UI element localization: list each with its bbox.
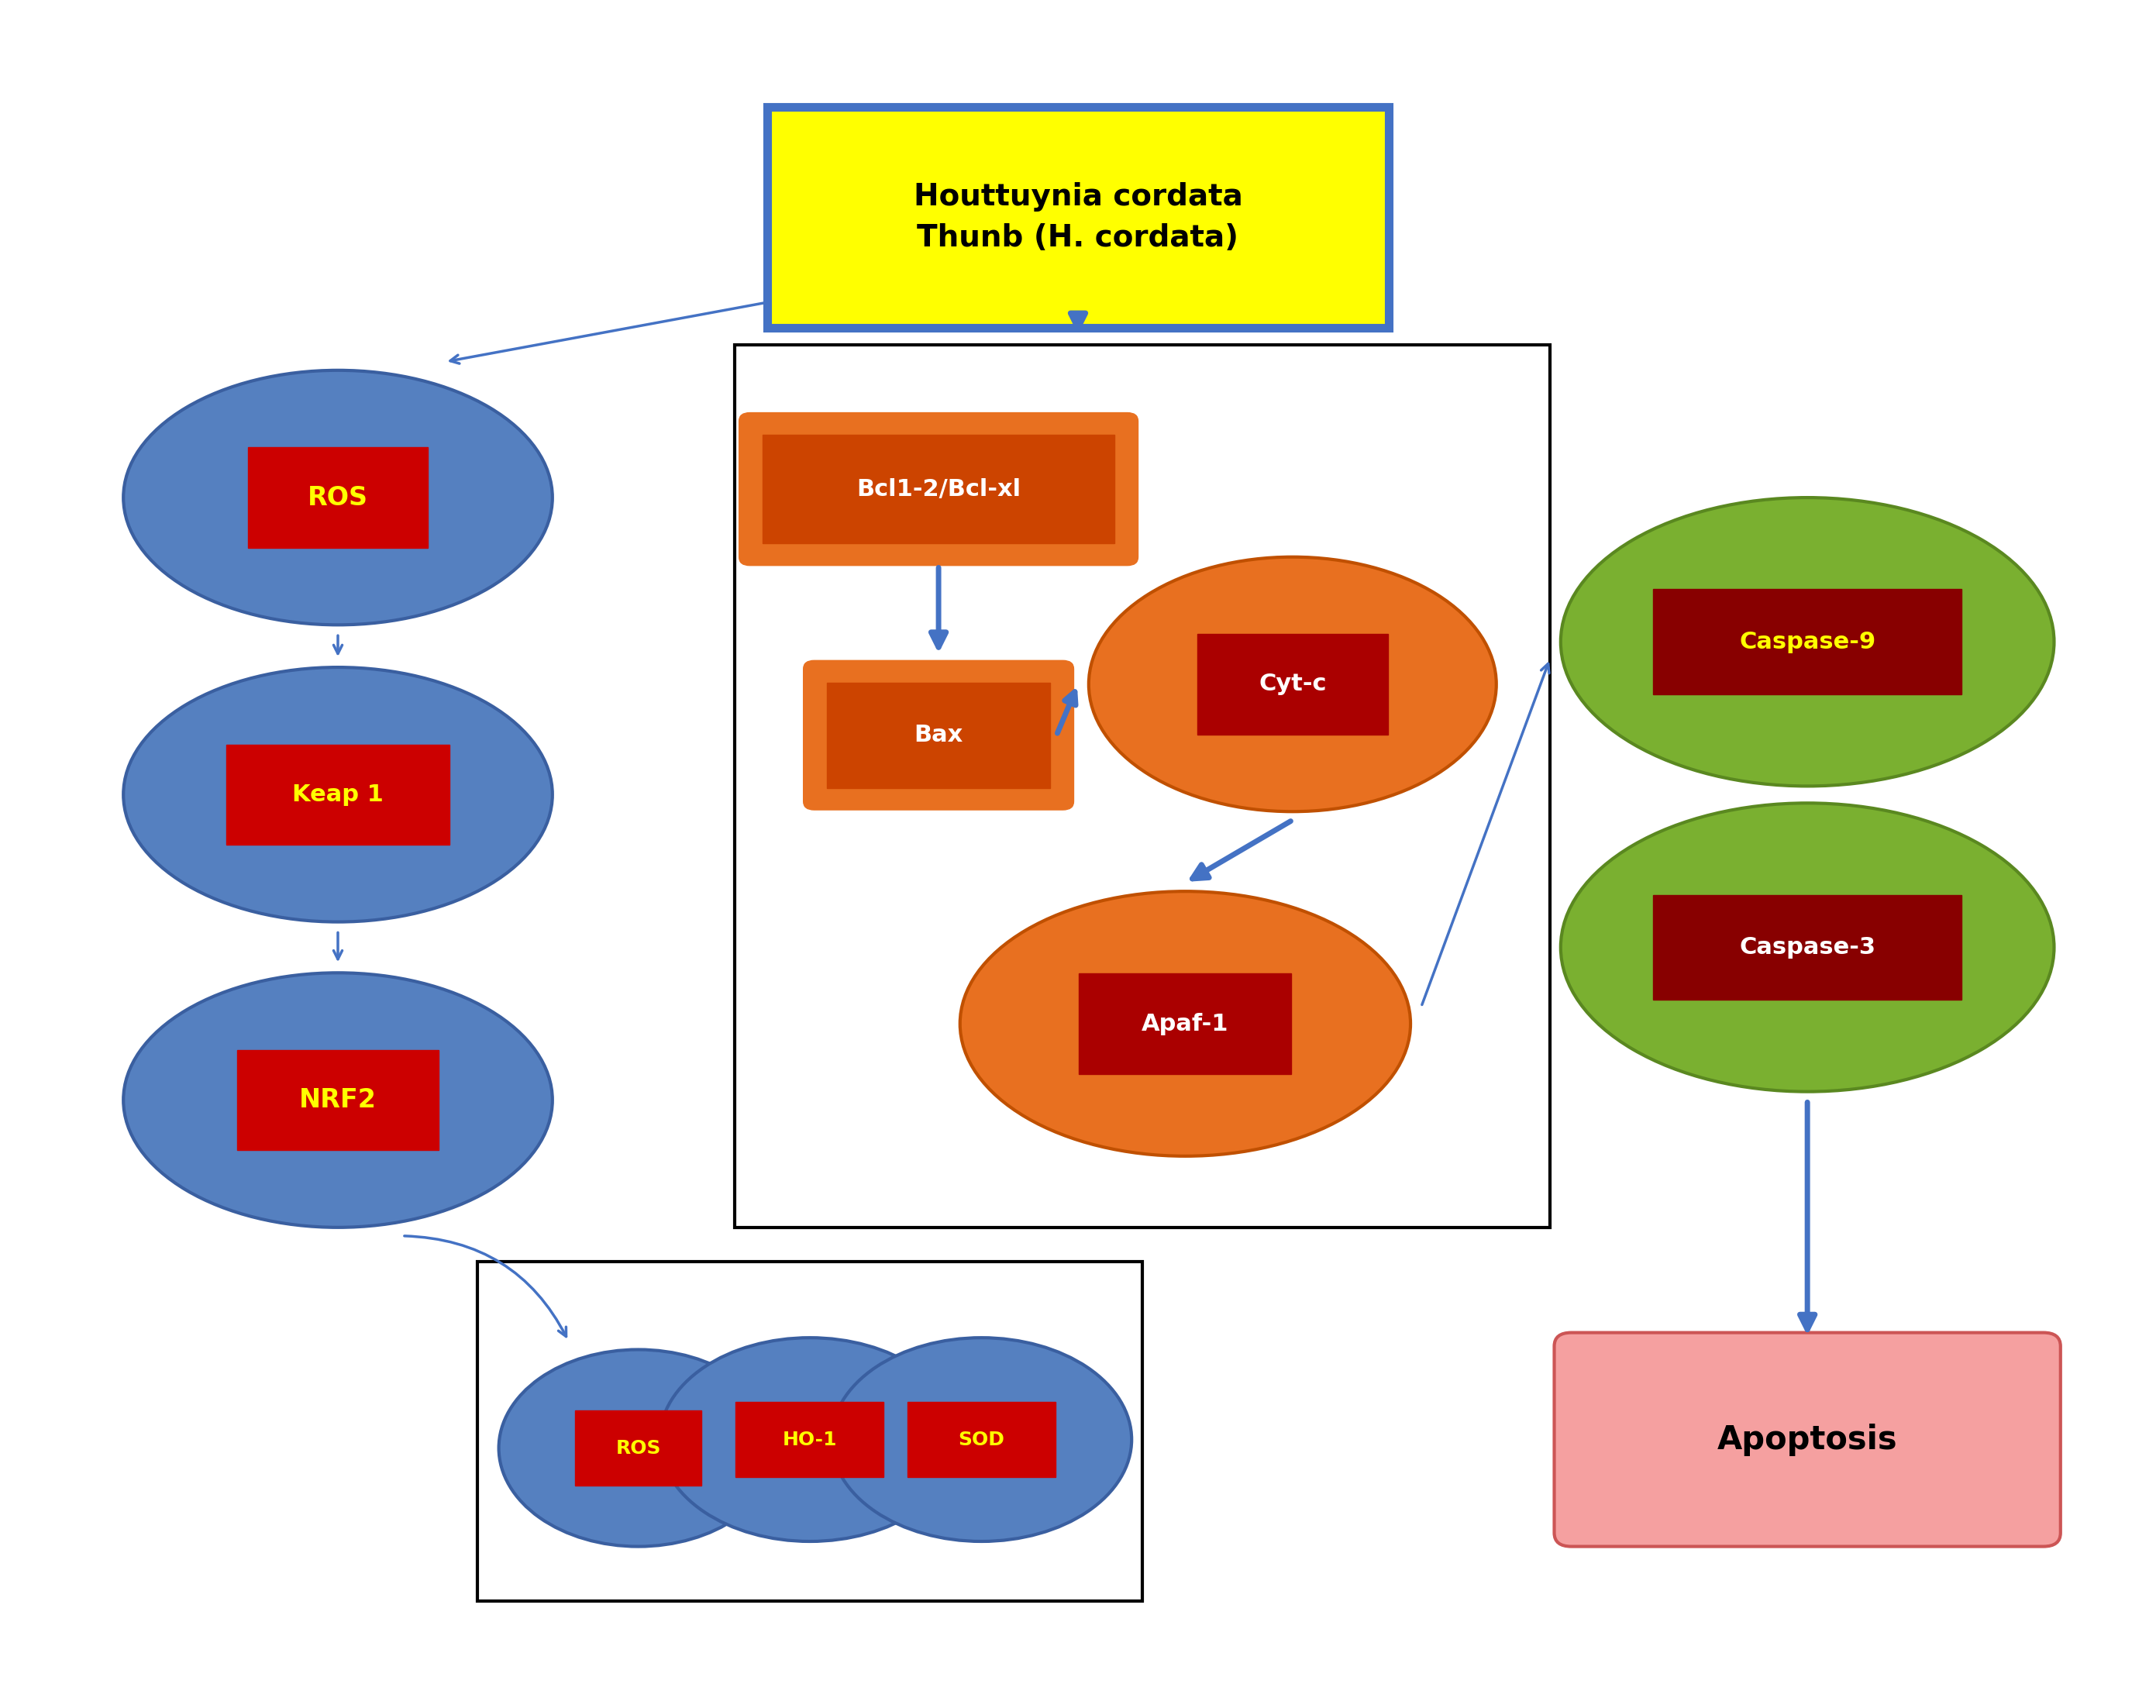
FancyBboxPatch shape — [248, 447, 429, 548]
FancyBboxPatch shape — [1197, 634, 1388, 734]
FancyBboxPatch shape — [735, 345, 1550, 1228]
Text: ROS: ROS — [308, 485, 369, 511]
Ellipse shape — [1561, 803, 2055, 1091]
Text: Caspase-3: Caspase-3 — [1740, 936, 1876, 958]
FancyBboxPatch shape — [226, 745, 448, 845]
Text: Keap 1: Keap 1 — [293, 784, 384, 806]
FancyBboxPatch shape — [1078, 974, 1291, 1074]
Text: HO-1: HO-1 — [783, 1430, 837, 1448]
FancyBboxPatch shape — [1654, 895, 1962, 999]
Text: ROS: ROS — [617, 1438, 662, 1457]
FancyBboxPatch shape — [476, 1261, 1143, 1600]
Ellipse shape — [1089, 557, 1496, 811]
FancyBboxPatch shape — [1554, 1332, 2061, 1546]
Ellipse shape — [498, 1349, 778, 1546]
FancyBboxPatch shape — [828, 683, 1050, 787]
FancyBboxPatch shape — [576, 1411, 701, 1486]
Text: NRF2: NRF2 — [300, 1088, 377, 1114]
Text: Bax: Bax — [914, 724, 964, 746]
Text: Cyt-c: Cyt-c — [1259, 673, 1326, 695]
FancyBboxPatch shape — [908, 1402, 1056, 1477]
Ellipse shape — [123, 668, 552, 922]
Text: SOD: SOD — [957, 1430, 1005, 1448]
FancyBboxPatch shape — [768, 108, 1388, 328]
Ellipse shape — [832, 1337, 1132, 1541]
Ellipse shape — [660, 1337, 959, 1541]
Ellipse shape — [123, 371, 552, 625]
Text: Houttuynia cordata
Thunb (H. cordata): Houttuynia cordata Thunb (H. cordata) — [914, 183, 1242, 253]
Ellipse shape — [1561, 497, 2055, 786]
FancyBboxPatch shape — [237, 1050, 438, 1149]
Text: Bcl1-2/Bcl-xl: Bcl1-2/Bcl-xl — [856, 478, 1020, 500]
Text: Apaf-1: Apaf-1 — [1143, 1013, 1229, 1035]
FancyBboxPatch shape — [804, 661, 1074, 810]
FancyBboxPatch shape — [1654, 589, 1962, 695]
Ellipse shape — [959, 892, 1410, 1156]
FancyBboxPatch shape — [740, 413, 1138, 565]
Ellipse shape — [123, 974, 552, 1228]
Text: Apoptosis: Apoptosis — [1716, 1423, 1897, 1455]
FancyBboxPatch shape — [735, 1402, 884, 1477]
Text: Caspase-9: Caspase-9 — [1740, 630, 1876, 652]
FancyBboxPatch shape — [763, 436, 1115, 543]
